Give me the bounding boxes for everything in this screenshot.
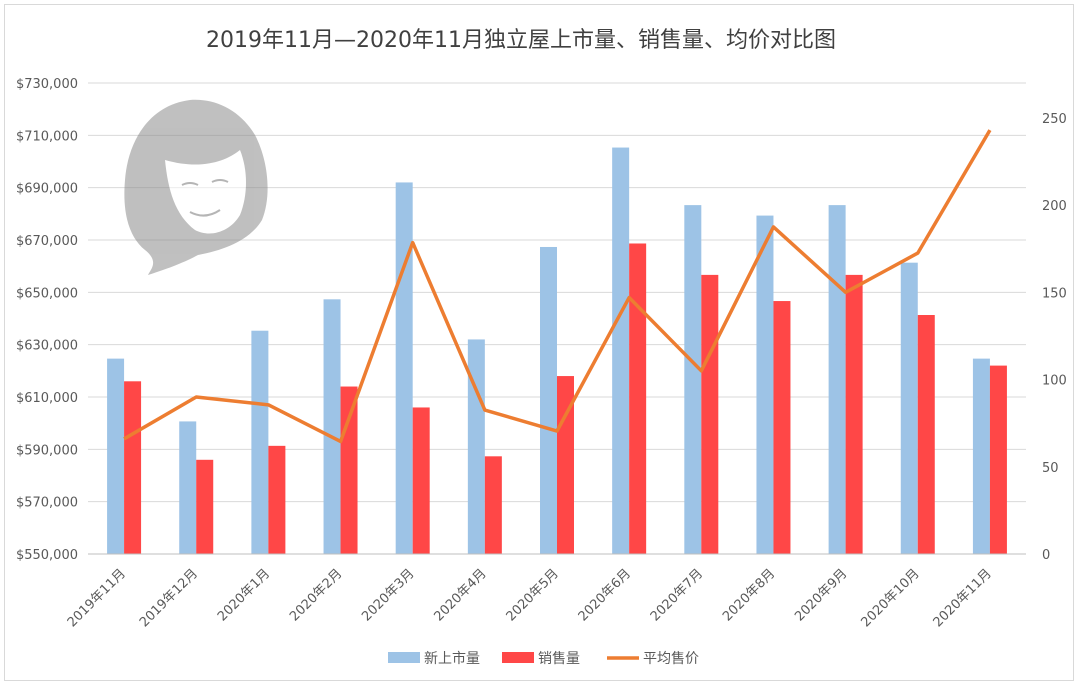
bar-sales [845, 274, 863, 554]
y-left-tick-label: $570,000 [16, 496, 78, 511]
bar-sales [268, 445, 286, 554]
y-right-tick-label: 0 [1042, 548, 1050, 563]
chart-title: 2019年11月—2020年11月独立屋上市量、销售量、均价对比图 [206, 28, 836, 53]
bar-new-listings [972, 358, 990, 554]
bar-new-listings [756, 215, 774, 555]
y-right-tick-label: 150 [1042, 286, 1067, 301]
x-tick-label: 2020年3月 [359, 566, 417, 624]
y-left-tick-label: $590,000 [16, 443, 78, 458]
line-average-price [123, 129, 992, 444]
y-left-tick-label: $670,000 [16, 234, 78, 249]
bar-new-listings [684, 205, 702, 554]
bar-new-listings [323, 299, 341, 554]
x-tick-label: 2020年1月 [215, 566, 273, 624]
x-tick-label: 2020年7月 [648, 566, 706, 624]
x-tick-label: 2019年11月 [65, 566, 129, 630]
bar-new-listings [828, 205, 846, 554]
bar-sales [629, 243, 647, 554]
bar-new-listings [540, 246, 557, 554]
chart-frame [4, 4, 1074, 681]
y-left-tick-label: $710,000 [16, 129, 78, 144]
y-left-tick-label: $550,000 [16, 548, 78, 563]
bar-sales [917, 315, 935, 554]
legend-label: 新上市量 [424, 650, 480, 667]
y-left-tick-label: $650,000 [16, 286, 78, 301]
x-tick-label: 2020年10月 [859, 566, 923, 630]
bar-series [107, 147, 1007, 555]
x-tick-label: 2019年12月 [137, 566, 201, 630]
x-tick-label: 2020年11月 [931, 566, 995, 630]
bar-new-listings [395, 182, 413, 554]
bar-sales [989, 365, 1007, 554]
y-left-tick-label: $610,000 [16, 391, 78, 406]
portrait-watermark [124, 99, 268, 276]
bar-new-listings [612, 147, 630, 555]
x-tick-label: 2020年4月 [431, 566, 489, 624]
bar-new-listings [900, 262, 918, 554]
x-tick-label: 2020年2月 [287, 566, 345, 624]
bar-sales [701, 274, 719, 554]
bar-sales [340, 386, 358, 554]
x-tick-label: 2020年9月 [792, 566, 850, 624]
x-tick-label: 2020年8月 [720, 566, 778, 624]
legend: 新上市量 销售量 平均售价 [388, 650, 699, 667]
bar-sales [773, 301, 791, 554]
y-left-tick-label: $690,000 [16, 182, 78, 197]
legend-swatch [388, 652, 420, 663]
y-right-tick-label: 200 [1042, 199, 1067, 214]
x-tick-label: 2020年5月 [504, 566, 562, 624]
bar-sales [124, 381, 142, 554]
bar-new-listings [467, 339, 485, 554]
legend-swatch [502, 652, 534, 663]
legend-label: 销售量 [538, 651, 580, 667]
line-series [123, 129, 992, 444]
x-tick-label: 2020年6月 [576, 566, 634, 624]
bar-new-listings [251, 330, 269, 554]
y-left-tick-label: $630,000 [16, 339, 78, 354]
bar-sales [412, 407, 430, 554]
legend-label: 平均售价 [643, 651, 699, 667]
bar-new-listings [107, 358, 125, 554]
y-right-tick-label: 100 [1042, 374, 1067, 389]
bar-sales [196, 459, 214, 554]
bar-sales [484, 456, 502, 554]
y-left-tick-label: $730,000 [16, 77, 78, 92]
y-right-tick-label: 50 [1042, 461, 1059, 476]
y-right-tick-label: 250 [1042, 112, 1067, 127]
bar-new-listings [179, 421, 197, 554]
